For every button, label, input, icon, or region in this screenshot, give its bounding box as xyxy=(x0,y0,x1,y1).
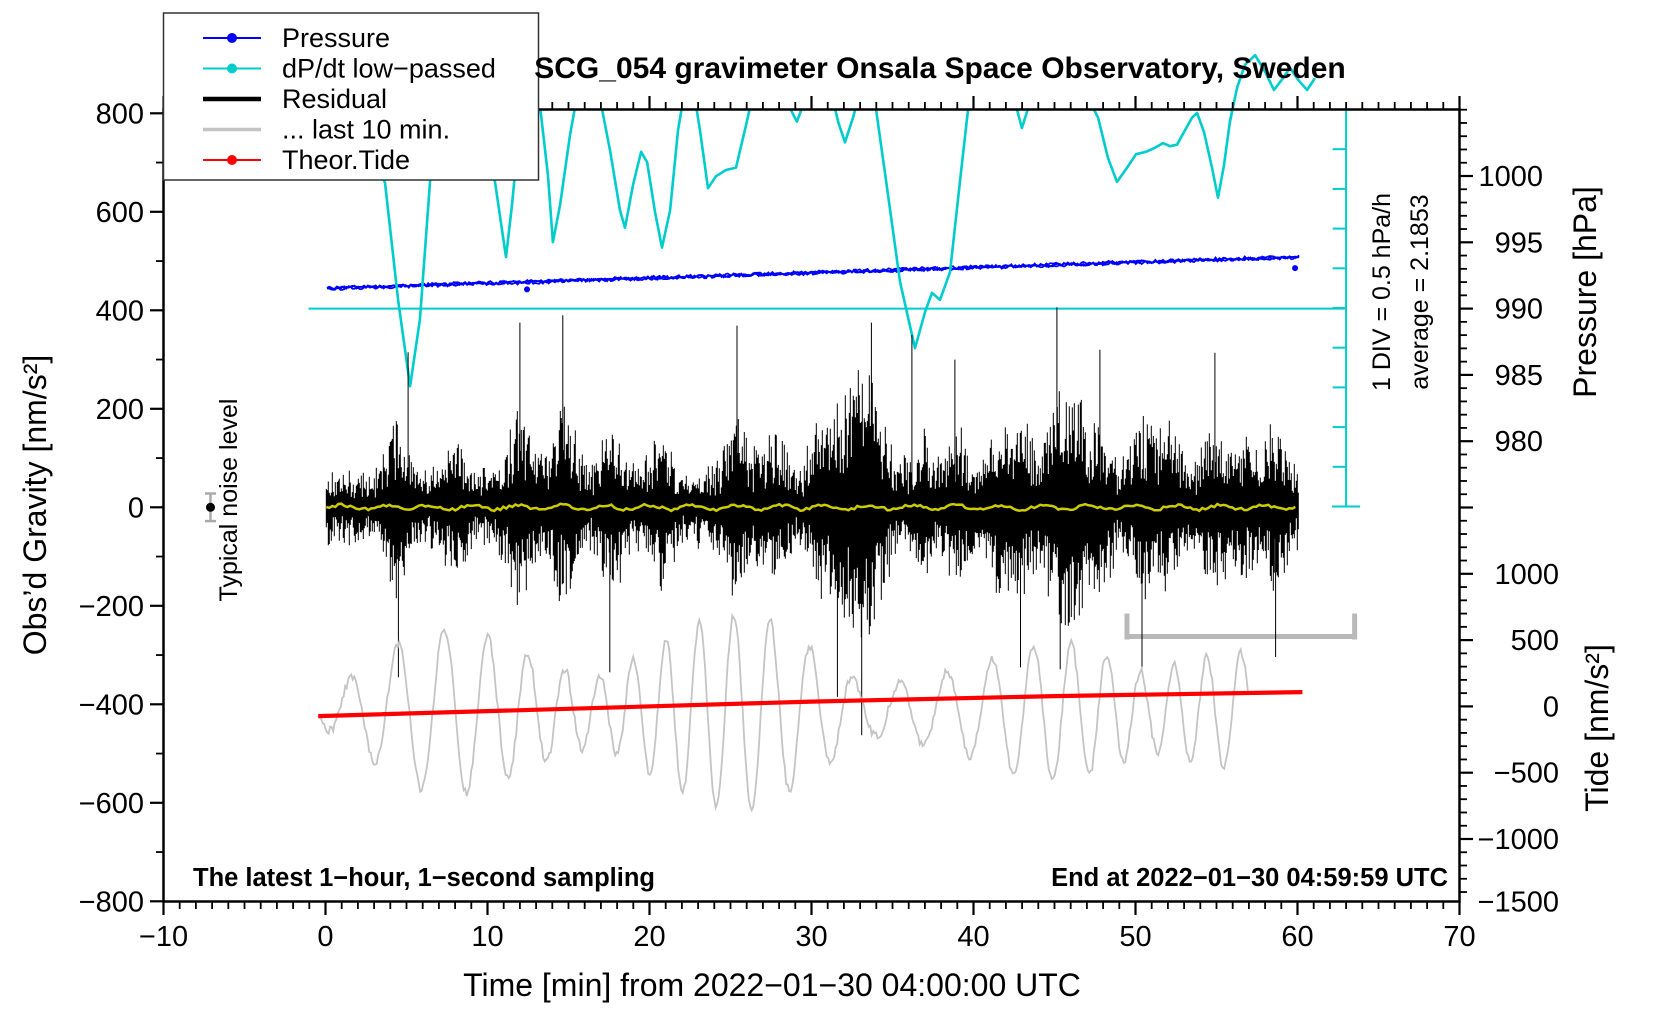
legend-item-label: dP/dt low−passed xyxy=(282,54,496,84)
series-pressure xyxy=(326,254,1300,290)
pressure-tick-label: 995 xyxy=(1495,227,1543,259)
axes-frame-layer xyxy=(150,96,1473,915)
x-tick-label: 10 xyxy=(471,921,503,953)
pressure-tick-label: 980 xyxy=(1495,426,1543,458)
tide-tick-label: 0 xyxy=(1543,691,1559,723)
series-dpdt-tail xyxy=(1228,53,1317,122)
x-tick-label: 50 xyxy=(1119,921,1151,953)
gravity-tick-label: 400 xyxy=(96,295,144,327)
chart-title: SCG_054 gravimeter Onsala Space Observat… xyxy=(534,52,1346,85)
gravity-tick-label: 800 xyxy=(96,98,144,130)
legend-sample-dot xyxy=(227,33,237,43)
dpdt-scale-bar xyxy=(308,109,1361,640)
tide-tick-label: −500 xyxy=(1494,758,1559,790)
pressure-outlier-dot xyxy=(1292,265,1299,272)
series-residual xyxy=(325,307,1299,736)
pressure-outlier-dot xyxy=(524,286,531,293)
gravity-tick-label: −200 xyxy=(79,591,144,623)
legend-item-label: Theor.Tide xyxy=(282,145,410,175)
x-tick-label: −10 xyxy=(139,921,188,953)
x-tick-label: 0 xyxy=(317,921,333,953)
div-scale-note: 1 DIV = 0.5 hPa/h xyxy=(1368,193,1396,391)
average-note: average = 2.1853 xyxy=(1406,194,1434,389)
series-last-10-min xyxy=(317,612,1250,813)
tick-labels-layer: −10 0 10 20 30 40 50 60 70 800 600 400 200 0 −200 −400 −… xyxy=(79,98,1559,953)
series-pressure xyxy=(326,255,1300,291)
pressure-axis-title: Pressure [hPa] xyxy=(1567,186,1603,398)
end-time-note: End at 2022−01−30 04:59:59 UTC xyxy=(1051,864,1448,892)
gravity-tick-label: 200 xyxy=(96,394,144,426)
x-tick-label: 70 xyxy=(1443,921,1475,953)
series-dpdt xyxy=(325,109,1234,388)
noise-marker xyxy=(204,492,216,523)
series-residual-lowpass xyxy=(325,502,1296,513)
pressure-tick-label: 990 xyxy=(1495,294,1543,326)
pressure-tick-label: 985 xyxy=(1495,360,1543,392)
x-tick-label: 30 xyxy=(795,921,827,953)
legend-sample-dot xyxy=(227,155,237,165)
noise-marker-dot xyxy=(205,502,215,512)
tide-tick-label: −1500 xyxy=(1478,887,1559,919)
legend-item-label: Residual xyxy=(282,84,387,114)
legend-item-label: ... last 10 min. xyxy=(282,115,450,145)
x-axis-title: Time [min] from 2022−01−30 04:00:00 UTC xyxy=(463,967,1081,1003)
x-tick-label: 40 xyxy=(957,921,989,953)
gravity-tick-label: 0 xyxy=(128,492,144,524)
gravity-tick-label: −600 xyxy=(79,788,144,820)
x-tick-label: 60 xyxy=(1281,921,1313,953)
legend-sample-dot xyxy=(227,63,237,74)
gravity-tick-label: 600 xyxy=(96,197,144,229)
tide-tick-label: 1000 xyxy=(1494,559,1559,591)
tide-tick-label: −1000 xyxy=(1478,824,1559,856)
noise-level-note: Typical noise level xyxy=(215,399,243,602)
gravity-tick-label: −400 xyxy=(79,689,144,721)
x-tick-label: 20 xyxy=(633,921,665,953)
left-axis-title: Obs’d Gravity [nm/s²] xyxy=(17,355,53,656)
legend-frame xyxy=(162,12,540,181)
series-theor-tide xyxy=(318,690,1303,719)
legend-item-label: Pressure xyxy=(282,23,390,53)
sampling-note: The latest 1−hour, 1−second sampling xyxy=(193,864,655,892)
data-series-layer xyxy=(317,53,1317,813)
tide-tick-label: 500 xyxy=(1511,625,1559,657)
gravity-tick-label: −800 xyxy=(79,886,144,918)
pressure-tick-label: 1000 xyxy=(1478,161,1543,193)
tide-axis-title: Tide [nm/s²] xyxy=(1579,644,1615,812)
